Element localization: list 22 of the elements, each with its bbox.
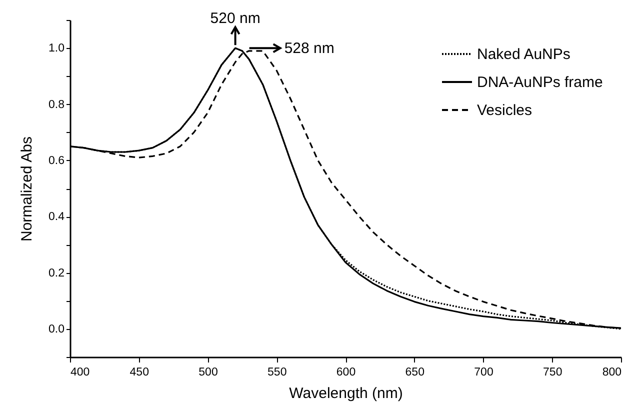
x-tick-label: 400 (70, 366, 90, 378)
x-tick-label: 500 (198, 366, 218, 378)
y-tick-label: 0.0 (48, 323, 64, 336)
y-tick-label: 0.6 (48, 154, 64, 167)
x-tick-label: 800 (602, 366, 622, 378)
legend-label: Vesicles (477, 102, 532, 119)
y-axis-title: Normalized Abs (18, 136, 36, 242)
y-tick-label: 0.4 (48, 211, 66, 224)
annotation: 520 nm (210, 10, 260, 28)
y-tick-label: 0.8 (48, 98, 64, 111)
x-tick-label: 600 (336, 366, 356, 378)
legend-label: DNA-AuNPs frame (477, 74, 603, 91)
legend-label: Naked AuNPs (477, 46, 570, 63)
x-tick-label: 450 (130, 366, 149, 378)
x-tick-label: 550 (268, 366, 287, 378)
x-tick-label: 750 (543, 366, 562, 378)
x-axis-title: Wavelength (nm) (289, 385, 403, 402)
y-tick-label: 1.0 (48, 42, 64, 55)
x-tick-label: 700 (474, 366, 494, 378)
x-tick-label: 650 (405, 366, 424, 378)
y-tick-label: 0.2 (48, 267, 64, 280)
annotation: 528 nm (284, 40, 334, 58)
